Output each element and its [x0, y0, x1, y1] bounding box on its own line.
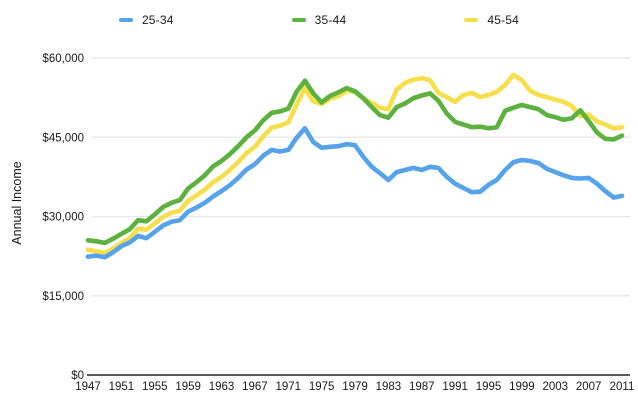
- legend-label: 25-34: [141, 13, 174, 27]
- legend-label: 45-54: [487, 13, 520, 27]
- legend-item-25-34[interactable]: 25-34: [118, 13, 174, 27]
- x-axis-tick-label: 2011: [610, 381, 635, 393]
- y-axis-tick-label: $45,000: [42, 132, 84, 144]
- legend-marker-blue: [118, 18, 133, 22]
- series-line-35-44: [85, 78, 625, 246]
- x-axis-tick-label: 2003: [542, 381, 568, 393]
- x-axis-tick-label: 1999: [509, 381, 535, 393]
- legend-label: 35-44: [314, 13, 347, 27]
- x-axis-tick-label: 1979: [342, 381, 368, 393]
- x-axis-tick-label: 1955: [142, 381, 168, 393]
- x-axis-tick-label: 1995: [476, 381, 502, 393]
- x-axis-tick-label: 1991: [442, 381, 468, 393]
- x-axis-tick-label: 1959: [175, 381, 201, 393]
- chart-legend: 25-34 35-44 45-54: [0, 10, 638, 30]
- x-axis-tick-label: 2007: [576, 381, 602, 393]
- y-axis-tick-label: $15,000: [42, 291, 84, 303]
- x-axis-tick-label: 1971: [275, 381, 301, 393]
- y-axis-tick-label: $60,000: [42, 53, 84, 65]
- legend-item-35-44[interactable]: 35-44: [291, 13, 347, 27]
- x-axis-tick-label: 1963: [209, 381, 235, 393]
- x-axis-tick-label: 1967: [242, 381, 268, 393]
- x-axis-tick-label: 1975: [309, 381, 335, 393]
- x-axis-tick-label: 1983: [376, 381, 402, 393]
- y-axis-tick-label: $0: [71, 370, 84, 382]
- legend-item-45-54[interactable]: 45-54: [464, 13, 519, 27]
- legend-marker-green: [291, 18, 306, 22]
- legend-marker-yellow: [464, 18, 479, 22]
- y-axis-tick-label: $30,000: [42, 212, 84, 224]
- x-axis-tick-label: 1951: [109, 381, 135, 393]
- x-axis-tick-label: 1947: [75, 381, 101, 393]
- x-axis-tick-label: 1987: [409, 381, 435, 393]
- series-line-25-34: [85, 126, 625, 260]
